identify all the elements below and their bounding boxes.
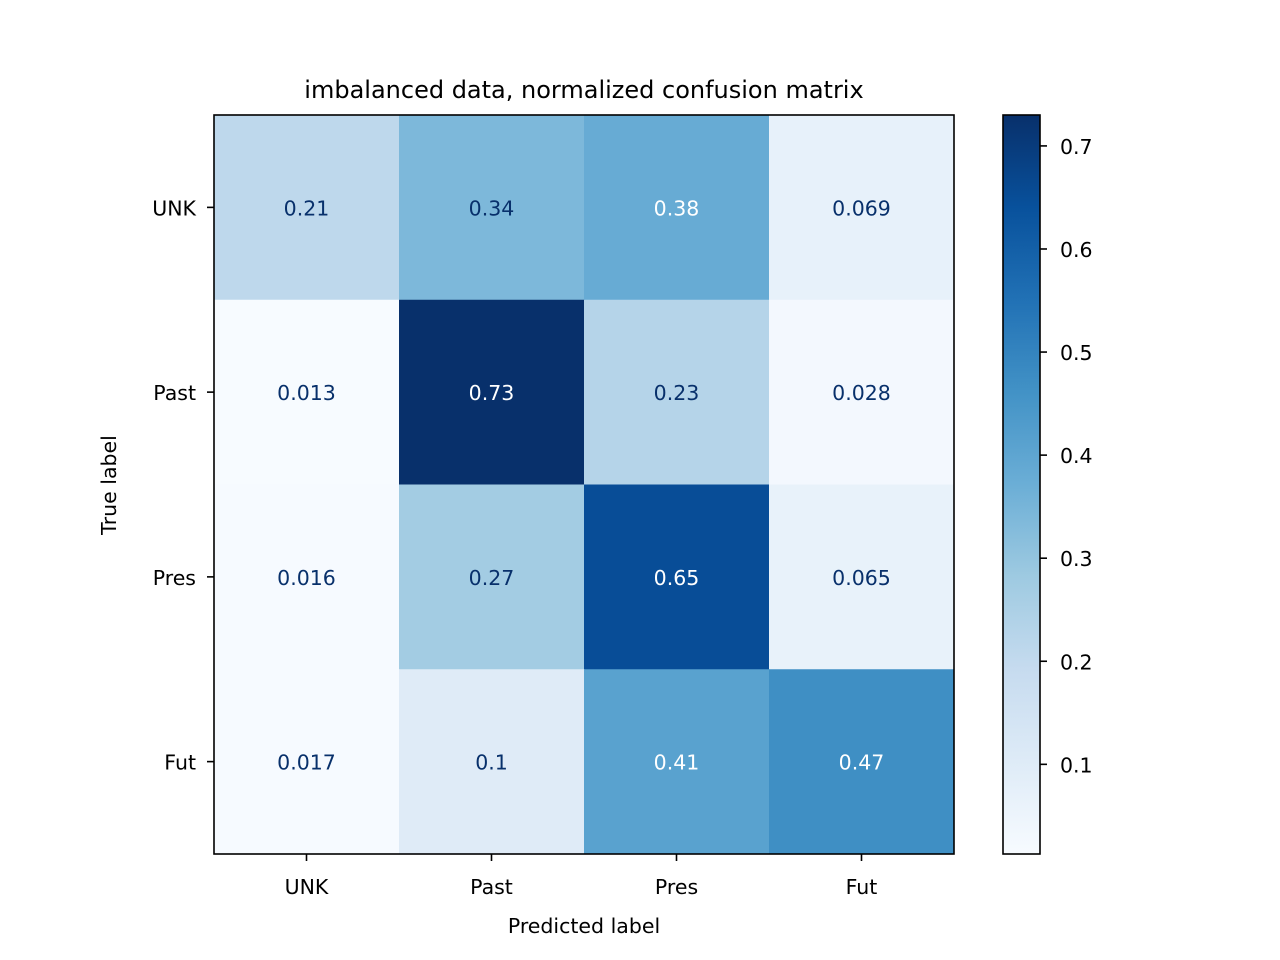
heatmap-cell	[214, 484, 400, 670]
cell-value-label: 0.23	[654, 381, 700, 405]
colorbar: 0.1 0.2 0.3 0.4 0.5 0.6 0.7	[1002, 114, 1093, 855]
y-tick-label: Fut	[164, 751, 196, 775]
cell-value-label: 0.41	[654, 751, 700, 775]
cell-value-label: 0.065	[832, 566, 891, 590]
heatmap-cell	[769, 669, 955, 855]
heatmap-value-labels: 0.21 0.34 0.38 0.069 0.013 0.73 0.23 0.028 0.016…	[277, 196, 891, 774]
plot-frame	[213, 114, 955, 855]
heatmap-cell	[214, 115, 400, 301]
cell-value-label: 0.38	[654, 196, 700, 220]
cell-value-label: 0.27	[469, 566, 515, 590]
cell-value-label: 0.65	[654, 566, 700, 590]
cell-value-label: 0.73	[469, 381, 515, 405]
heatmap-cell	[214, 299, 400, 485]
x-tick-label: UNK	[285, 875, 329, 899]
colorbar-tick-label: 0.6	[1060, 238, 1093, 262]
cell-value-label: 0.069	[832, 196, 891, 220]
colorbar-tick-label: 0.4	[1060, 444, 1093, 468]
colorbar-tick-label: 0.2	[1060, 650, 1093, 674]
cell-value-label: 0.017	[277, 751, 336, 775]
y-tick-label: Past	[153, 381, 196, 405]
colorbar-tick-label: 0.3	[1060, 547, 1093, 571]
x-tick-label: Past	[470, 875, 513, 899]
x-tick-label: Pres	[655, 875, 698, 899]
heatmap-cell	[769, 299, 955, 485]
cell-value-label: 0.47	[839, 751, 885, 775]
cell-value-label: 0.34	[469, 196, 515, 220]
colorbar-gradient	[1003, 115, 1040, 854]
heatmap-cell	[769, 484, 955, 670]
x-tick-label: Fut	[846, 875, 878, 899]
colorbar-tick-label: 0.5	[1060, 341, 1093, 365]
cell-value-label: 0.013	[277, 381, 336, 405]
colorbar-tick-label: 0.7	[1060, 135, 1093, 159]
x-axis-label: Predicted label	[508, 914, 660, 938]
cell-value-label: 0.016	[277, 566, 336, 590]
cell-value-label: 0.1	[475, 751, 508, 775]
x-axis-ticks: UNK Past Pres Fut	[285, 854, 878, 899]
heatmap-cell	[584, 484, 770, 670]
y-axis-label: True label	[97, 435, 121, 536]
y-tick-label: UNK	[152, 196, 196, 220]
y-tick-label: Pres	[153, 566, 196, 590]
chart-title: imbalanced data, normalized confusion ma…	[304, 76, 863, 104]
y-axis-ticks: UNK Past Pres Fut	[152, 196, 214, 775]
heatmap-cell	[769, 115, 955, 301]
cell-value-label: 0.028	[832, 381, 891, 405]
heatmap-cell	[584, 669, 770, 855]
heatmap-cell	[584, 299, 770, 485]
colorbar-tick-label: 0.1	[1060, 753, 1093, 777]
heatmap-cell	[399, 299, 585, 485]
heatmap-cell	[214, 669, 400, 855]
heatmap-cells	[214, 115, 955, 855]
colorbar-frame	[1002, 114, 1041, 855]
heatmap-cell	[399, 484, 585, 670]
heatmap-cell	[399, 669, 585, 855]
cell-value-label: 0.21	[284, 196, 330, 220]
heatmap-cell	[399, 115, 585, 301]
heatmap-cell	[584, 115, 770, 301]
